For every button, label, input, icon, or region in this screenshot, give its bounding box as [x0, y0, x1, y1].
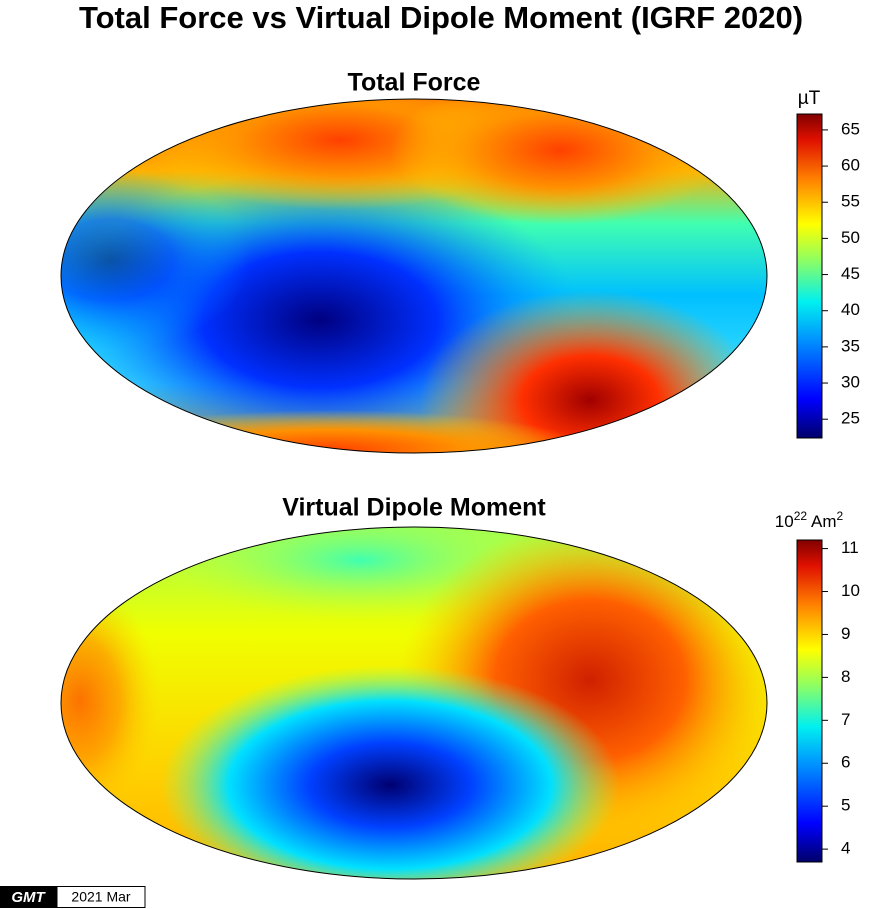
- map-title: Total Force: [348, 69, 481, 97]
- colorbar: [796, 539, 823, 863]
- date-box: [56, 886, 146, 908]
- logo: GMT: [11, 889, 46, 906]
- colorbar-tick-label: 40: [841, 300, 860, 319]
- colorbar-tick-label: 4: [841, 839, 850, 858]
- colorbar: [796, 113, 823, 439]
- colorbar-tick-label: 60: [841, 156, 860, 175]
- colorbar-tick-label: 55: [841, 192, 860, 211]
- colorbar-tick-label: 25: [841, 409, 860, 428]
- colorbar-tick-label: 30: [841, 373, 860, 392]
- logo-box: [0, 886, 57, 908]
- colorbar-tick-label: 45: [841, 264, 860, 283]
- colorbar-unit: µT: [798, 88, 821, 109]
- colorbar-tick-label: 10: [841, 581, 860, 600]
- colorbar-tick-label: 7: [841, 710, 850, 729]
- colorbar-unit: 1022 Am2: [775, 509, 844, 531]
- map-frame: [60, 526, 768, 880]
- figure-title: Total Force vs Virtual Dipole Moment (IG…: [79, 0, 803, 35]
- colorbar-tick-label: 8: [841, 667, 850, 686]
- dipole-moment-field: [61, 527, 767, 879]
- map-title: Virtual Dipole Moment: [282, 494, 546, 522]
- map-frame: [60, 98, 768, 454]
- colorbar-tick-label: 65: [841, 119, 860, 138]
- unit-exponent: 22: [794, 509, 808, 523]
- colorbar-tick-label: 5: [841, 796, 850, 815]
- unit-exponent: 2: [837, 509, 844, 523]
- total-force-field: [61, 99, 767, 453]
- colorbar-tick-label: 6: [841, 753, 850, 772]
- date: 2021 Mar: [71, 889, 130, 905]
- colorbar-tick-label: 50: [841, 228, 860, 247]
- colorbar-tick-label: 35: [841, 336, 860, 355]
- unit-base: 10: [775, 512, 794, 531]
- unit-name: Am: [811, 512, 837, 531]
- colorbar-tick-label: 9: [841, 624, 850, 643]
- colorbar-tick-label: 11: [841, 538, 859, 557]
